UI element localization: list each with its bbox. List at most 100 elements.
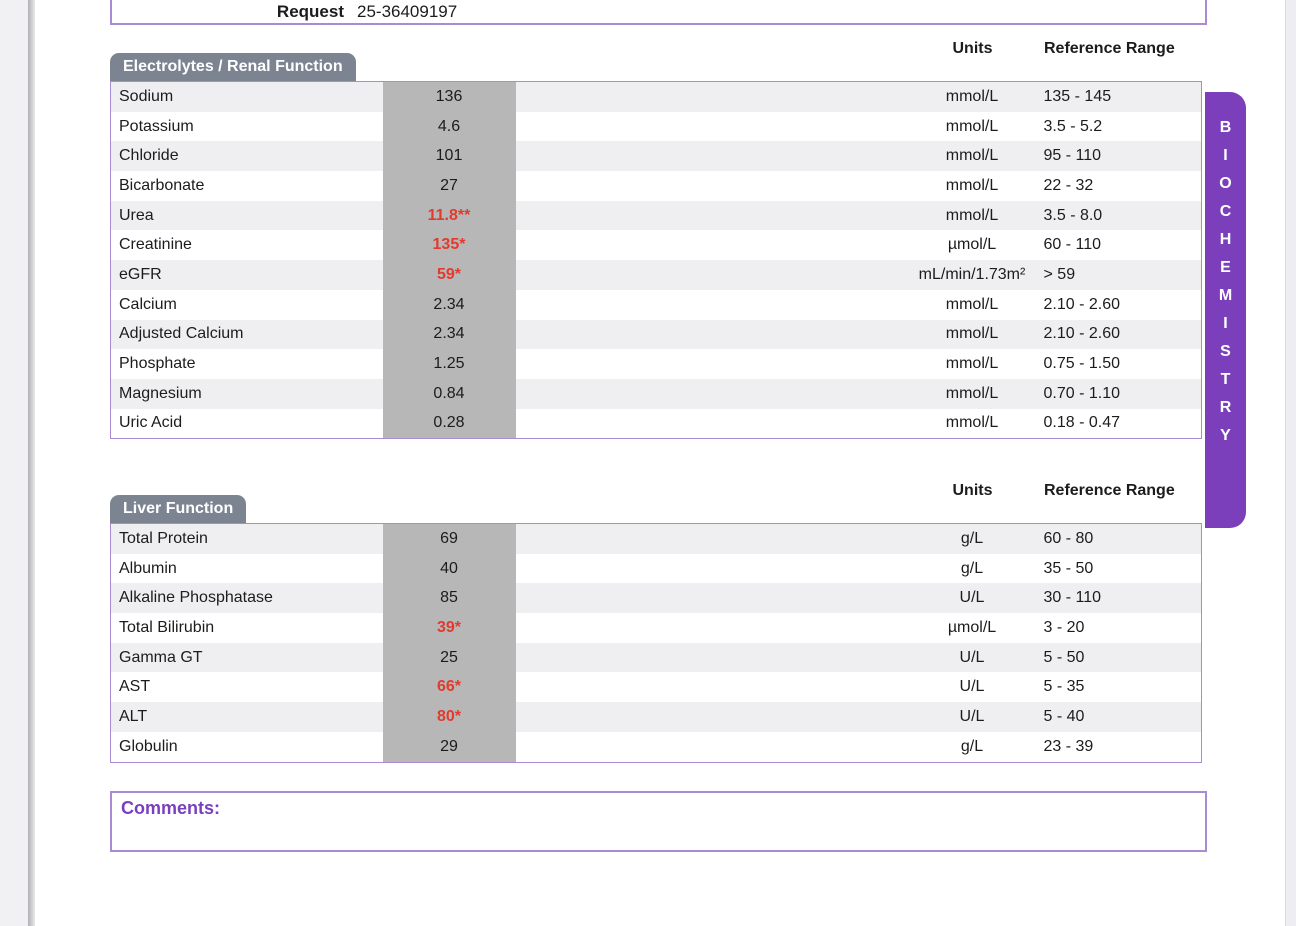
test-name: Bicarbonate xyxy=(119,176,205,194)
result-value: 136 xyxy=(382,82,516,112)
reference-range: 5 - 50 xyxy=(1043,648,1085,666)
test-name: Uric Acid xyxy=(119,414,183,432)
biochemistry-tab-letter: E xyxy=(1220,259,1231,276)
result-value: 2.34 xyxy=(382,289,516,320)
reference-range: 60 - 110 xyxy=(1043,236,1102,254)
reference-range: 2.10 - 2.60 xyxy=(1043,295,1121,313)
result-units: g/L xyxy=(960,529,984,547)
table-row: Phosphate 1.25 mmol/L 0.75 - 1.50 xyxy=(111,349,1201,379)
result-units: mmol/L xyxy=(945,176,999,194)
section-tab-liver-function: Liver Function xyxy=(110,495,247,523)
result-units: g/L xyxy=(960,559,984,577)
table-row: Adjusted Calcium 2.34 mmol/L 2.10 - 2.60 xyxy=(111,319,1201,350)
reference-range: 3 - 20 xyxy=(1043,618,1085,636)
test-name: Potassium xyxy=(119,117,194,135)
result-value: 2.34 xyxy=(382,319,516,350)
result-units: mmol/L xyxy=(945,206,999,224)
reference-range: 23 - 39 xyxy=(1043,737,1094,755)
test-name: Globulin xyxy=(119,737,178,755)
test-name: Phosphate xyxy=(119,355,196,373)
reference-range: 5 - 35 xyxy=(1043,678,1085,696)
test-name: ALT xyxy=(119,707,148,725)
page-right-margin xyxy=(1285,0,1296,926)
result-value: 0.28 xyxy=(382,408,516,439)
test-name: Sodium xyxy=(119,87,174,105)
section-tab-electrolytes-renal: Electrolytes / Renal Function xyxy=(110,53,356,81)
reference-range: 2.10 - 2.60 xyxy=(1043,325,1121,343)
test-name: Creatinine xyxy=(119,236,192,254)
result-value: 80* xyxy=(382,702,516,732)
test-name: Calcium xyxy=(119,295,177,313)
result-value: 135* xyxy=(382,230,516,261)
page-left-margin xyxy=(0,0,28,926)
result-units: mmol/L xyxy=(945,87,999,105)
table-row: Potassium 4.6 mmol/L 3.5 - 5.2 xyxy=(111,111,1201,142)
reference-range-column-header: Reference Range xyxy=(1044,482,1175,499)
comments-box: Comments: xyxy=(110,791,1207,852)
results-table-liver: Total Protein 69 g/L 60 - 80 Albumin 40 … xyxy=(110,523,1202,763)
table-row: Creatinine 135* µmol/L 60 - 110 xyxy=(111,230,1201,261)
result-value: 69 xyxy=(382,524,516,554)
reference-range: 60 - 80 xyxy=(1043,529,1094,547)
table-row: Total Protein 69 g/L 60 - 80 xyxy=(111,524,1201,554)
biochemistry-tab-letter: M xyxy=(1218,287,1233,304)
result-units: U/L xyxy=(959,678,985,696)
biochemistry-tab-letter: H xyxy=(1219,231,1232,248)
result-units: U/L xyxy=(959,648,985,666)
test-name: Magnesium xyxy=(119,384,202,402)
biochemistry-tab-letter: O xyxy=(1219,175,1232,192)
result-units: U/L xyxy=(959,589,985,607)
reference-range: 0.18 - 0.47 xyxy=(1043,414,1121,432)
biochemistry-tab-letter: T xyxy=(1220,371,1231,388)
table-row: eGFR 59* mL/min/1.73m² > 59 xyxy=(111,260,1201,290)
test-name: eGFR xyxy=(119,265,162,283)
test-name: Total Protein xyxy=(119,529,208,547)
result-value: 11.8** xyxy=(382,200,516,231)
units-column-header: Units xyxy=(952,482,993,499)
result-value: 4.6 xyxy=(382,111,516,142)
test-name: Total Bilirubin xyxy=(119,618,215,636)
biochemistry-tab-letter: I xyxy=(1223,147,1228,164)
table-row: Uric Acid 0.28 mmol/L 0.18 - 0.47 xyxy=(111,408,1201,439)
test-name: Alkaline Phosphatase xyxy=(119,589,273,607)
table-row: Total Bilirubin 39* µmol/L 3 - 20 xyxy=(111,613,1201,643)
result-value: 40 xyxy=(382,553,516,584)
reference-range: 5 - 40 xyxy=(1043,707,1085,725)
results-table-electrolytes: Sodium 136 mmol/L 135 - 145 Potassium 4.… xyxy=(110,81,1202,440)
result-value: 101 xyxy=(382,141,516,172)
table-row: ALT 80* U/L 5 - 40 xyxy=(111,702,1201,732)
result-units: g/L xyxy=(960,737,984,755)
reference-range: 135 - 145 xyxy=(1043,87,1112,105)
result-value: 1.25 xyxy=(382,349,516,379)
table-row: AST 66* U/L 5 - 35 xyxy=(111,672,1201,703)
test-name: Adjusted Calcium xyxy=(119,325,244,343)
test-name: Gamma GT xyxy=(119,648,203,666)
reference-range: 95 - 110 xyxy=(1043,147,1102,165)
table-row: Gamma GT 25 U/L 5 - 50 xyxy=(111,642,1201,673)
result-units: µmol/L xyxy=(947,236,997,254)
result-units: mmol/L xyxy=(945,355,999,373)
biochemistry-tab-letter: B xyxy=(1219,119,1232,136)
page-left-edge-shadow xyxy=(28,0,35,926)
reference-range: > 59 xyxy=(1043,265,1076,283)
result-value: 66* xyxy=(382,672,516,703)
result-units: mmol/L xyxy=(945,325,999,343)
biochemistry-tab-letter: I xyxy=(1223,315,1228,332)
units-column-header: Units xyxy=(952,40,993,57)
result-value: 85 xyxy=(382,583,516,614)
biochemistry-tab-letter: R xyxy=(1219,399,1232,416)
test-name: Chloride xyxy=(119,147,179,165)
result-value: 39* xyxy=(382,613,516,643)
reference-range: 0.70 - 1.10 xyxy=(1043,384,1121,402)
test-name: AST xyxy=(119,678,151,696)
result-units: mmol/L xyxy=(945,117,999,135)
table-row: Bicarbonate 27 mmol/L 22 - 32 xyxy=(111,171,1201,201)
comments-label: Comments: xyxy=(121,798,221,818)
reference-range: 35 - 50 xyxy=(1043,559,1094,577)
request-number: 25-36409197 xyxy=(357,2,458,21)
reference-range: 22 - 32 xyxy=(1043,176,1094,194)
table-row: Globulin 29 g/L 23 - 39 xyxy=(111,731,1201,762)
result-value: 29 xyxy=(382,731,516,762)
